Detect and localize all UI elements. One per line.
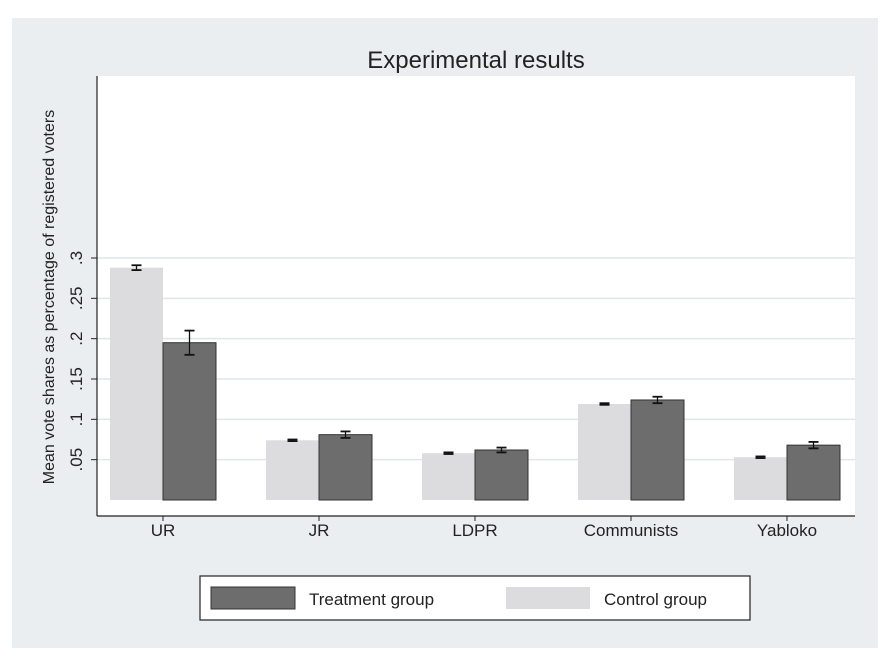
y-tick-label: .2 — [67, 332, 86, 346]
bar-control-ur — [110, 267, 163, 500]
x-tick-label: UR — [151, 521, 176, 540]
bar-control-yabloko — [734, 457, 787, 500]
legend-label-treatment: Treatment group — [309, 590, 434, 609]
bar-treatment-communists — [630, 399, 685, 501]
x-tick-label: LDPR — [452, 521, 497, 540]
x-ticks: UR JR LDPR Communists Yabloko — [151, 516, 817, 540]
error-bars — [131, 264, 819, 459]
y-ticks: .05 .1 .15 .2 .25 .3 — [67, 251, 97, 472]
bar-control-ldpr — [422, 453, 475, 500]
x-tick-label: Communists — [584, 521, 678, 540]
y-tick-label: .3 — [67, 251, 86, 265]
bar-treatment-jr — [318, 434, 373, 501]
y-tick-label: .15 — [67, 367, 86, 391]
legend-swatch-control — [506, 587, 590, 609]
bar-control-jr — [266, 440, 319, 500]
x-tick-label: JR — [309, 521, 330, 540]
y-tick-label: .1 — [67, 412, 86, 426]
plot-area — [97, 76, 855, 516]
legend-swatch-treatment — [210, 586, 296, 610]
y-tick-label: .25 — [67, 287, 86, 311]
y-tick-label: .05 — [67, 448, 86, 472]
bars — [110, 267, 841, 501]
legend-label-control: Control group — [604, 590, 707, 609]
bar-treatment-ldpr — [474, 449, 529, 501]
y-axis-label: Mean vote shares as percentage of regist… — [41, 110, 58, 484]
x-tick-label: Yabloko — [757, 521, 817, 540]
legend: Treatment group Control group — [199, 575, 751, 621]
bar-treatment-ur — [162, 342, 217, 501]
bar-control-communists — [578, 404, 631, 500]
bar-treatment-yabloko — [786, 444, 841, 501]
chart-title: Experimental results — [367, 47, 584, 74]
